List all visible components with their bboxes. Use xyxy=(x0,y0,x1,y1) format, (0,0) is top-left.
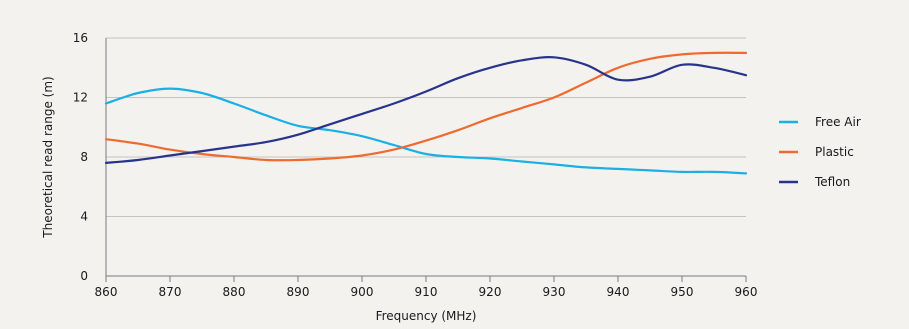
x-axis-title: Frequency (MHz) xyxy=(376,309,477,323)
series-lines xyxy=(104,51,748,175)
x-tick-label: 900 xyxy=(351,285,374,299)
x-tick-label: 910 xyxy=(415,285,438,299)
legend-label-plastic: Plastic xyxy=(815,145,854,159)
x-tick-label: 860 xyxy=(95,285,118,299)
series-line-teflon xyxy=(104,56,748,164)
x-tick-label: 890 xyxy=(287,285,310,299)
x-tick-label: 930 xyxy=(543,285,566,299)
legend-label-teflon: Teflon xyxy=(814,175,850,189)
legend-label-free-air: Free Air xyxy=(815,115,861,129)
x-tick-label: 870 xyxy=(159,285,182,299)
legend: Free Air Plastic Teflon xyxy=(779,115,861,189)
x-tick-label: 960 xyxy=(735,285,758,299)
x-tick-label: 880 xyxy=(223,285,246,299)
y-tick-label: 12 xyxy=(73,91,88,105)
gridlines xyxy=(106,37,746,277)
y-tick-label: 4 xyxy=(80,210,88,224)
y-axis: 0 4 8 12 16 xyxy=(73,31,107,283)
series-line-plastic xyxy=(104,51,748,162)
y-tick-label: 8 xyxy=(80,150,88,164)
y-tick-label: 0 xyxy=(80,269,88,283)
series-line-free-air xyxy=(104,87,748,175)
y-tick-label: 16 xyxy=(73,31,88,45)
x-tick-label: 920 xyxy=(479,285,502,299)
x-tick-label: 950 xyxy=(671,285,694,299)
x-tick-label: 940 xyxy=(607,285,630,299)
x-axis: 860 870 880 890 900 910 920 930 940 950 960 xyxy=(95,276,758,299)
y-axis-title: Theoretical read range (m) xyxy=(41,76,55,238)
